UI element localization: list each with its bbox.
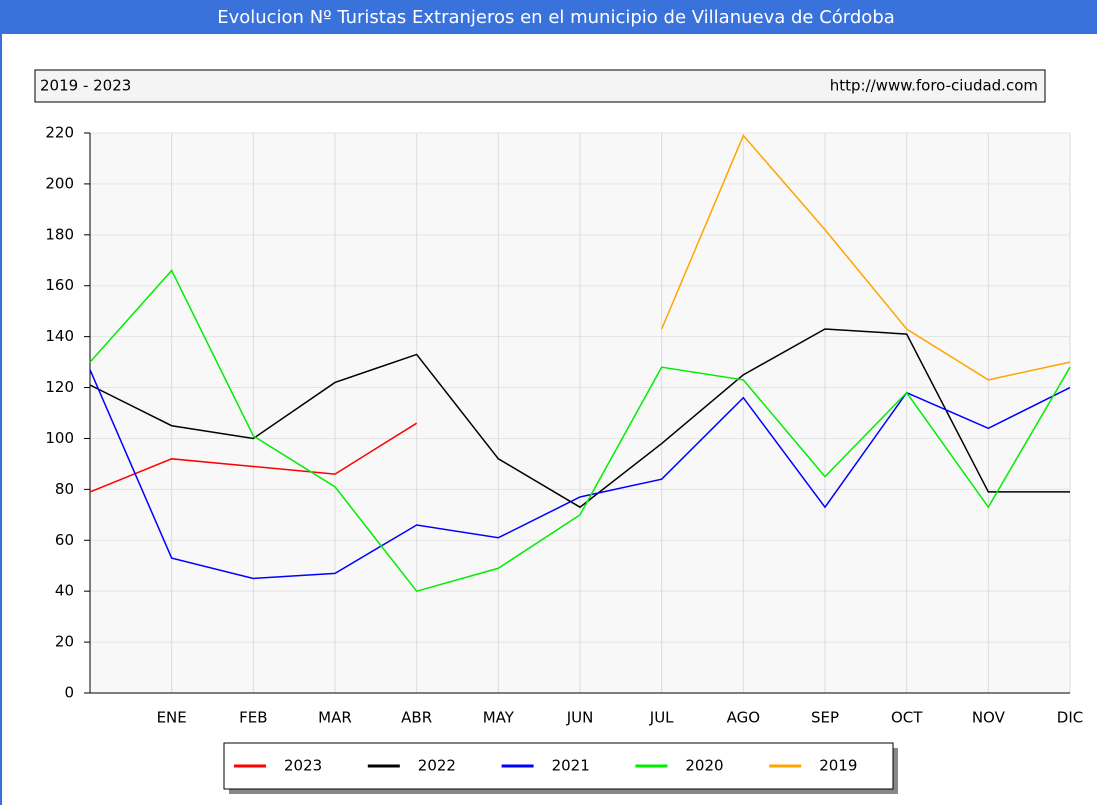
y-tick-label: 200 xyxy=(45,174,74,192)
legend-label: 2019 xyxy=(819,757,857,775)
series-line xyxy=(660,134,1071,381)
source: http://www.foro-ciudad.com xyxy=(830,77,1038,95)
left-border xyxy=(0,0,2,805)
y-tick-label: 140 xyxy=(45,327,74,345)
y-tick-label: 40 xyxy=(55,582,74,600)
legend-label: 2022 xyxy=(418,757,456,775)
x-tick-label: AGO xyxy=(727,709,760,727)
x-tick-label: JUN xyxy=(566,709,594,727)
x-tick-label: OCT xyxy=(891,709,923,727)
x-tick-label: SEP xyxy=(811,709,839,727)
x-tick-label: MAY xyxy=(483,709,515,727)
x-tick-label: FEB xyxy=(239,709,267,727)
y-tick-label: 160 xyxy=(45,276,74,294)
y-tick-label: 120 xyxy=(45,378,74,396)
chart-title: Evolucion Nº Turistas Extranjeros en el … xyxy=(217,7,895,28)
x-tick-label: NOV xyxy=(972,709,1006,727)
legend-label: 2023 xyxy=(284,757,322,775)
series-line xyxy=(89,328,1070,509)
y-tick-label: 220 xyxy=(45,124,74,142)
x-tick-label: MAR xyxy=(318,709,352,727)
y-tick-label: 60 xyxy=(55,531,74,549)
x-tick-label: ENE xyxy=(157,709,187,727)
y-tick-label: 20 xyxy=(55,633,74,651)
legend-label: 2021 xyxy=(552,757,590,775)
series-line xyxy=(89,269,1071,593)
subtitle: 2019 - 2023 xyxy=(40,77,131,95)
y-tick-label: 180 xyxy=(45,225,74,243)
legend-label: 2020 xyxy=(685,757,723,775)
x-tick-label: DIC xyxy=(1057,709,1083,727)
y-tick-label: 80 xyxy=(55,480,74,498)
series-line xyxy=(89,422,418,493)
subtitle-box xyxy=(34,69,1046,103)
y-tick-label: 100 xyxy=(45,429,74,447)
x-tick-label: JUL xyxy=(649,709,674,727)
x-tick-label: ABR xyxy=(401,709,432,727)
title-bar xyxy=(0,0,1097,34)
y-tick-label: 0 xyxy=(64,684,74,702)
